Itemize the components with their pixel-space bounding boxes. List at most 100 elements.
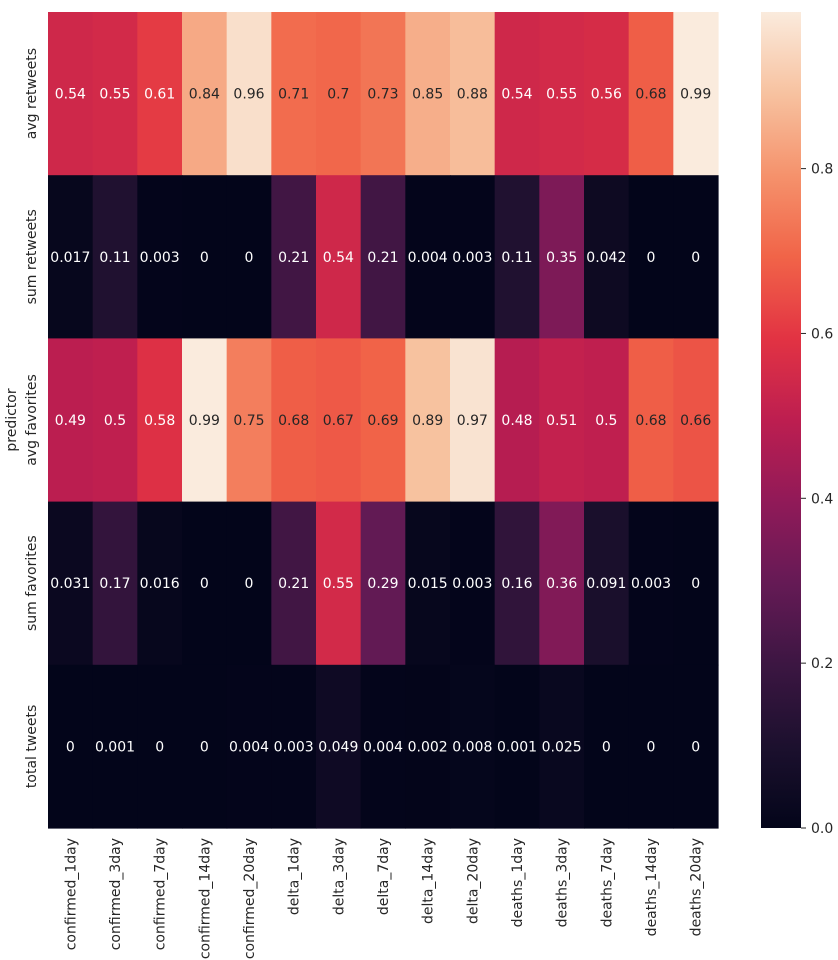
row-tick-label: avg favorites <box>24 374 40 466</box>
row-tick-label: sum retweets <box>24 209 40 304</box>
cell-value-label: 0.031 <box>50 576 90 592</box>
heatmap-cell <box>182 664 228 829</box>
heatmap-cell <box>405 12 451 176</box>
heatmap-cell <box>360 338 406 503</box>
cell-value-label: 0.96 <box>233 87 264 103</box>
y-axis-label: predictor <box>4 388 20 451</box>
cell-value-label: 0.51 <box>546 413 577 429</box>
cell-value-label: 0.002 <box>408 739 448 755</box>
cell-value-label: 0.003 <box>274 739 314 755</box>
colorbar-tick-label: 0.6 <box>811 326 833 342</box>
heatmap-cell <box>360 664 406 829</box>
heatmap-cell <box>673 338 719 503</box>
cell-value-label: 0.71 <box>278 87 309 103</box>
cell-value-label: 0.7 <box>327 87 349 103</box>
heatmap-cell <box>494 12 540 176</box>
column-tick-label: confirmed_1day <box>63 838 79 950</box>
column-tick-label: delta_7day <box>376 838 392 915</box>
heatmap-cell <box>316 175 362 339</box>
cell-value-label: 0 <box>66 739 75 755</box>
heatmap-cell <box>226 12 272 176</box>
cell-value-label: 0.88 <box>457 87 488 103</box>
row-tick-label: total tweets <box>24 705 40 788</box>
heatmap-cell <box>494 338 540 503</box>
heatmap-cell <box>182 12 228 176</box>
cell-value-label: 0.049 <box>318 739 358 755</box>
cell-value-labels: 0.54 0.55 0.61 0.84 0.96 0.71 0.7 0.73 0.85 0.88 0… <box>50 87 711 756</box>
heatmap-cell <box>673 175 719 339</box>
row-tick-label: avg retweets <box>24 48 40 139</box>
heatmap-cell <box>450 175 496 339</box>
cell-value-label: 0.75 <box>233 413 264 429</box>
heatmap-cell <box>450 12 496 176</box>
cell-value-label: 0.17 <box>99 576 130 592</box>
cell-value-label: 0 <box>155 739 164 755</box>
cell-value-label: 0.66 <box>680 413 711 429</box>
heatmap-cell <box>360 175 406 339</box>
heatmap-cell <box>316 501 362 666</box>
cell-value-label: 0.85 <box>412 87 443 103</box>
heatmap-cell <box>494 175 540 339</box>
cell-value-label: 0.004 <box>363 739 403 755</box>
cell-value-label: 0.55 <box>323 576 354 592</box>
heatmap-cell <box>494 501 540 666</box>
cell-value-label: 0.004 <box>408 250 448 266</box>
cell-value-label: 0.84 <box>189 87 220 103</box>
cell-value-label: 0.97 <box>457 413 488 429</box>
heatmap-cell <box>271 338 317 503</box>
heatmap-cell <box>584 12 630 176</box>
cell-value-label: 0.042 <box>586 250 626 266</box>
cell-value-label: 0 <box>245 250 254 266</box>
column-tick-label: deaths_20day <box>689 838 705 936</box>
column-tick-label: delta_1day <box>287 838 303 915</box>
cell-value-label: 0.61 <box>144 87 175 103</box>
cell-value-label: 0.55 <box>99 87 130 103</box>
heatmap-cell <box>271 664 317 829</box>
heatmap-cell <box>405 664 451 829</box>
heatmap-cell <box>584 664 630 829</box>
cell-value-label: 0.36 <box>546 576 577 592</box>
heatmap-cell <box>226 175 272 339</box>
cell-value-label: 0.35 <box>546 250 577 266</box>
heatmap-cell <box>494 664 540 829</box>
heatmap-cell <box>405 175 451 339</box>
heatmap-cell <box>584 338 630 503</box>
column-tick-label: deaths_1day <box>510 838 526 927</box>
heatmap-cell <box>316 338 362 503</box>
heatmap-cell <box>539 338 585 503</box>
cell-value-label: 0.21 <box>278 576 309 592</box>
cell-value-label: 0.55 <box>546 87 577 103</box>
cell-value-label: 0.48 <box>501 413 532 429</box>
heatmap-cell <box>584 175 630 339</box>
cell-value-label: 0 <box>245 576 254 592</box>
cell-value-label: 0.89 <box>412 413 443 429</box>
cell-value-label: 0 <box>647 250 656 266</box>
colorbar-ticks: 0.0 0.2 0.4 0.6 0.8 <box>801 162 833 837</box>
heatmap-cell <box>271 501 317 666</box>
cell-value-label: 0.001 <box>497 739 537 755</box>
column-tick-label: deaths_7day <box>599 838 615 927</box>
column-tick-label: confirmed_7day <box>153 838 169 950</box>
cell-value-label: 0.003 <box>631 576 671 592</box>
heatmap-cell <box>539 12 585 176</box>
cell-value-label: 0.11 <box>99 250 130 266</box>
cell-value-label: 0.68 <box>278 413 309 429</box>
heatmap-cell <box>360 12 406 176</box>
cell-value-label: 0.49 <box>55 413 86 429</box>
heatmap-cell <box>226 338 272 503</box>
cell-value-label: 0.54 <box>501 87 532 103</box>
heatmap-cell <box>92 175 138 339</box>
heatmap-cell <box>360 501 406 666</box>
heatmap-cell <box>673 664 719 829</box>
cell-value-label: 0.5 <box>595 413 617 429</box>
cell-value-label: 0 <box>691 576 700 592</box>
heatmap-cell <box>316 664 362 829</box>
cell-value-label: 0.5 <box>104 413 126 429</box>
cell-value-label: 0.003 <box>452 250 492 266</box>
heatmap-cell <box>405 501 451 666</box>
heatmap-cell <box>226 664 272 829</box>
heatmap-cell <box>450 664 496 829</box>
cell-value-label: 0.003 <box>140 250 180 266</box>
cell-value-label: 0.015 <box>408 576 448 592</box>
